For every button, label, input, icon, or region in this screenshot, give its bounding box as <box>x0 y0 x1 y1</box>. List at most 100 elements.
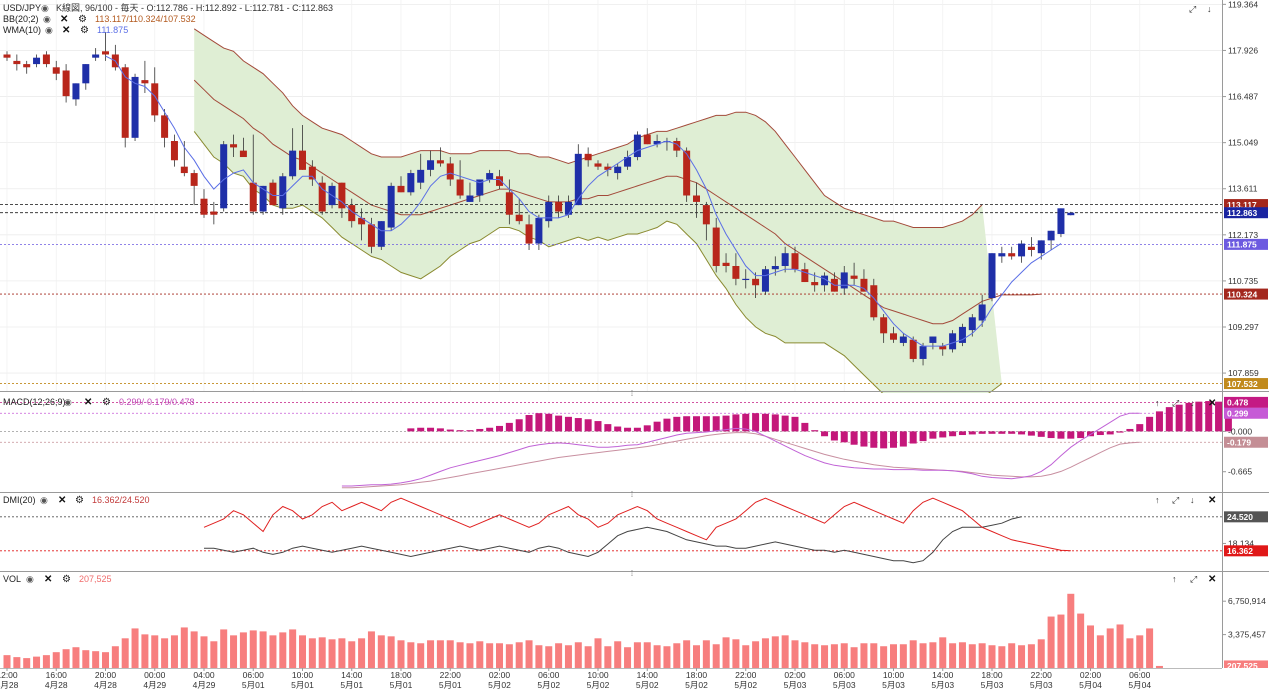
down-arrow-icon[interactable]: ↓ <box>1190 398 1195 408</box>
date-axis-label: 5月02 <box>734 680 757 690</box>
bb-label: BB(20;2) <box>3 14 39 24</box>
close-icon[interactable]: ✕ <box>1208 495 1216 506</box>
macd-badge-bg <box>1224 396 1268 408</box>
volume-bar <box>801 642 809 668</box>
vol-axis-tick-label: 6,750,914 <box>1228 596 1266 606</box>
bb-values: 113.117/110.324/107.532 <box>95 14 196 24</box>
volume-panel[interactable]: 6,750,914 3,375,457 207,525 <box>0 572 1269 672</box>
date-axis-label: 5月01 <box>390 680 413 690</box>
candle-body <box>949 333 957 350</box>
time-axis-label: 06:00 <box>1129 670 1151 680</box>
close-icon[interactable]: ✕ <box>62 25 70 36</box>
eye-icon[interactable]: ◉ <box>45 25 53 35</box>
volume-bar <box>594 638 602 668</box>
volume-bar <box>328 639 336 668</box>
expand-icon[interactable]: ⤢ <box>1171 495 1179 505</box>
gear-icon[interactable]: ⚙ <box>78 14 87 25</box>
close-icon[interactable]: ✕ <box>58 495 66 506</box>
candle-body <box>1067 212 1075 216</box>
gear-icon[interactable]: ⚙ <box>75 495 84 506</box>
candle-body <box>761 269 769 292</box>
macd-histogram-bar <box>712 416 720 432</box>
date-axis-label: 4月28 <box>45 680 68 690</box>
volume-bar <box>574 642 582 668</box>
dmi-panel[interactable]: 18.134 24.520 16.362 <box>0 492 1269 570</box>
eye-icon[interactable]: ◉ <box>26 574 34 584</box>
macd-histogram-bar <box>496 425 503 432</box>
date-axis-label: 5月02 <box>636 680 659 690</box>
volume-bar <box>643 642 651 668</box>
close-icon[interactable]: ✕ <box>84 397 92 408</box>
main-legend: USD/JPY ◉ K線図, 96/100 - 毎天 - O:112.786 -… <box>3 2 1212 36</box>
date-axis-label: 5月01 <box>340 680 363 690</box>
expand-icon[interactable]: ⤢ <box>1188 4 1196 14</box>
down-arrow-icon[interactable]: ↓ <box>1190 495 1195 505</box>
volume-bar <box>958 642 966 668</box>
volume-bar <box>1155 665 1163 668</box>
eye-icon[interactable]: ◉ <box>43 14 51 24</box>
candle-body <box>1047 230 1055 241</box>
volume-bar <box>269 635 277 668</box>
vol-badge-text: 207,525 <box>1227 661 1258 671</box>
candle-body <box>584 153 592 161</box>
close-icon[interactable]: ✕ <box>44 574 52 585</box>
main-price-panel[interactable]: 119.364 117.926 116.487 115.049 113.611 112.1… <box>0 0 1269 421</box>
macd-line <box>341 412 1140 487</box>
vol-label: VOL <box>3 574 21 584</box>
candle-body <box>102 51 109 55</box>
date-axis-label: 5月04 <box>1079 680 1102 690</box>
macd-histogram-bar <box>1215 401 1223 432</box>
eye-icon[interactable]: ◉ <box>40 495 48 505</box>
vol-badge-bg <box>1224 660 1268 672</box>
down-arrow-icon[interactable]: ↓ <box>1207 4 1212 14</box>
close-icon[interactable]: ✕ <box>1208 574 1216 585</box>
close-icon[interactable]: ✕ <box>1208 398 1216 409</box>
volume-bar <box>387 636 395 668</box>
macd-badge-bg <box>1224 436 1268 448</box>
date-axis-label: 4月29 <box>143 680 166 690</box>
macd-histogram-bar <box>899 431 907 447</box>
macd-histogram-bar <box>515 419 523 432</box>
main-badge-bg <box>1224 238 1268 250</box>
macd-histogram-bar <box>1018 431 1026 435</box>
volume-bar <box>712 644 720 668</box>
eye-icon[interactable]: ◉ <box>41 3 49 13</box>
candle-body <box>82 64 90 84</box>
candle-body <box>860 278 868 292</box>
dmi-badge-text: 16.362 <box>1227 546 1253 556</box>
macd-histogram-bar <box>584 419 592 432</box>
resize-handle-icon[interactable]: ⁞ <box>631 569 633 578</box>
macd-badge-bg <box>1224 407 1268 419</box>
candle-body <box>870 285 878 318</box>
resize-handle-icon[interactable]: ⁞ <box>631 490 633 499</box>
macd-histogram-bar <box>1155 411 1163 432</box>
main-badge-text: 113.117 <box>1227 200 1257 210</box>
date-axis-label: 5月02 <box>488 680 511 690</box>
resize-handle-icon[interactable]: ⁞ <box>631 389 633 398</box>
candle-body <box>397 185 405 193</box>
macd-badge-text: 0.299 <box>1227 408 1249 418</box>
candle-body <box>230 144 238 148</box>
macd-histogram-bar <box>427 427 435 432</box>
eye-icon[interactable]: ◉ <box>64 397 72 407</box>
gear-icon[interactable]: ⚙ <box>80 25 89 36</box>
candle-body <box>624 157 632 167</box>
volume-badges: 207,525 <box>1224 660 1268 672</box>
expand-icon[interactable]: ⤢ <box>1189 574 1197 584</box>
up-arrow-icon[interactable]: ↑ <box>1155 398 1160 408</box>
up-arrow-icon[interactable]: ↑ <box>1172 574 1177 584</box>
time-axis-label: 02:00 <box>784 670 806 680</box>
macd-histogram-bar <box>1096 431 1104 436</box>
gear-icon[interactable]: ⚙ <box>62 574 71 585</box>
gear-icon[interactable]: ⚙ <box>102 397 111 408</box>
expand-icon[interactable]: ⤢ <box>1171 398 1179 408</box>
candle-body <box>427 160 435 170</box>
volume-bar <box>1146 628 1154 668</box>
candle-body <box>998 253 1006 257</box>
close-icon[interactable]: ✕ <box>60 14 68 25</box>
time-axis-label: 00:00 <box>144 670 166 680</box>
up-arrow-icon[interactable]: ↑ <box>1155 495 1160 505</box>
macd-histogram-bar <box>417 427 425 432</box>
